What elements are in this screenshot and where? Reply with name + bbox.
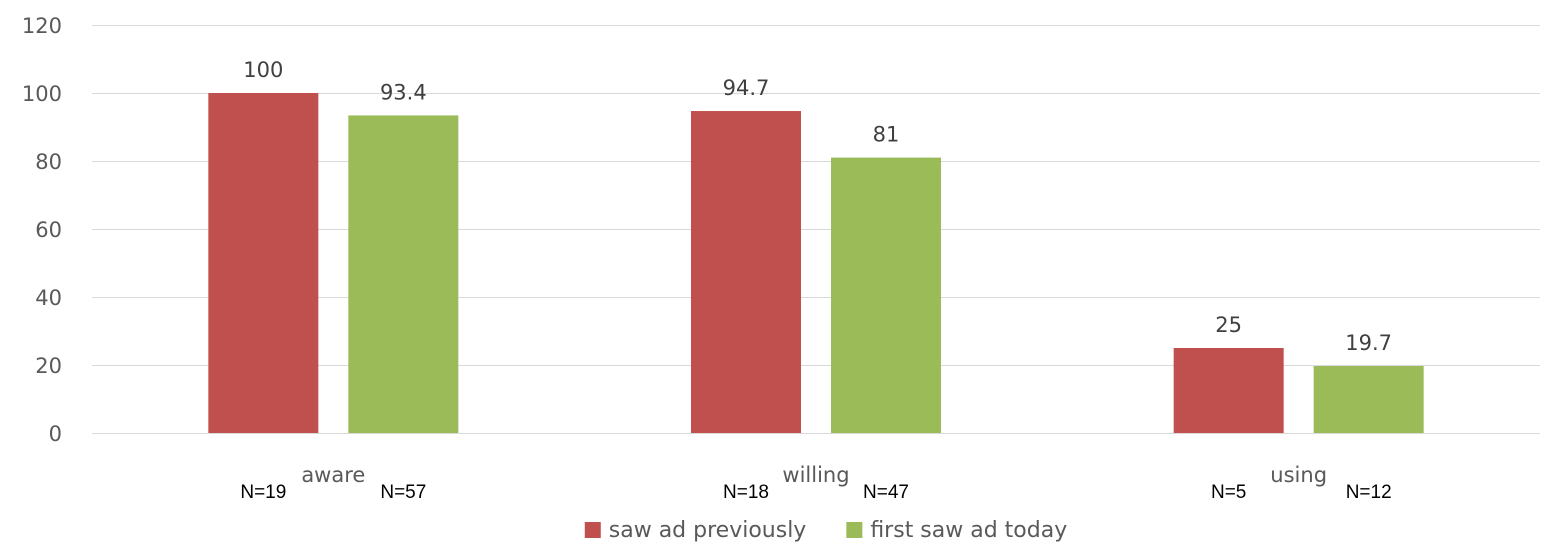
bar-willing-series-0 (691, 111, 801, 434)
sample-size-label: N=5 (1211, 482, 1246, 503)
y-axis-tick-labels: 0 20 40 60 80 100 120 (22, 14, 62, 446)
bar-using-series-0 (1173, 348, 1284, 433)
y-tick-label: 80 (35, 150, 62, 174)
data-labels: 100 93.4 94.7 81 25 19.7 (243, 58, 1392, 355)
bars (208, 93, 1424, 434)
sample-size-label: N=19 (240, 482, 286, 503)
sample-size-label: N=47 (863, 482, 909, 503)
data-label: 25 (1215, 313, 1242, 337)
y-tick-label: 40 (35, 286, 62, 310)
legend-entry: first saw ad today (870, 518, 1067, 543)
bar-using-series-1 (1313, 366, 1424, 433)
category-labels: N=19 N=57 aware N=18 N=47 willing N=5 N=12 using (240, 463, 1391, 503)
y-tick-label: 20 (35, 354, 62, 378)
bar-aware-series-1 (348, 115, 459, 433)
bar-willing-series-1 (831, 157, 941, 433)
y-tick-label: 0 (49, 422, 62, 446)
legend-entry: saw ad previously (609, 518, 807, 543)
data-label: 100 (243, 58, 283, 82)
gridlines (92, 25, 1540, 434)
legend-swatch (846, 522, 863, 538)
data-label: 81 (873, 123, 900, 147)
category-label: willing (782, 463, 849, 487)
sample-size-label: N=57 (380, 482, 426, 503)
y-tick-label: 100 (22, 82, 62, 106)
legend: saw ad previously first saw ad today (584, 518, 1067, 543)
y-tick-label: 120 (22, 14, 62, 38)
category-label: using (1270, 463, 1327, 487)
category-label: aware (301, 463, 365, 487)
legend-swatch (584, 522, 601, 538)
data-label: 94.7 (723, 76, 770, 100)
bar-aware-series-0 (208, 93, 319, 433)
sample-size-label: N=12 (1346, 482, 1392, 503)
sample-size-label: N=18 (723, 482, 769, 503)
data-label: 19.7 (1345, 331, 1392, 355)
data-label: 93.4 (380, 80, 427, 104)
y-tick-label: 60 (35, 218, 62, 242)
